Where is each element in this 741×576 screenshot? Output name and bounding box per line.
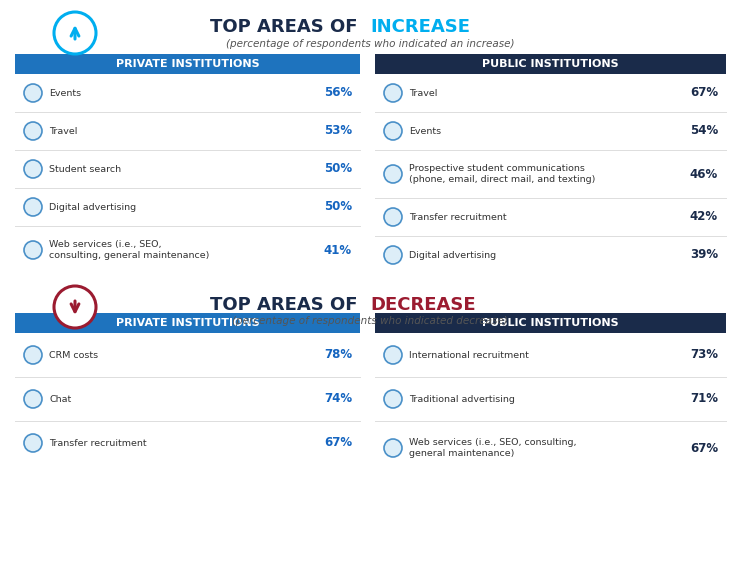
- Text: INCREASE: INCREASE: [370, 18, 470, 36]
- Bar: [375, 313, 726, 333]
- Circle shape: [24, 160, 42, 178]
- Text: Events: Events: [49, 89, 81, 97]
- Text: Prospective student communications
(phone, email, direct mail, and texting): Prospective student communications (phon…: [409, 164, 595, 184]
- Text: (percentage of respondents who indicated an increase): (percentage of respondents who indicated…: [226, 39, 514, 49]
- Text: Travel: Travel: [409, 89, 437, 97]
- Text: Student search: Student search: [49, 165, 121, 173]
- Bar: [15, 54, 360, 74]
- Circle shape: [384, 122, 402, 140]
- Text: Digital advertising: Digital advertising: [49, 203, 136, 211]
- Circle shape: [384, 84, 402, 102]
- Text: Digital advertising: Digital advertising: [409, 251, 496, 260]
- Text: TOP AREAS OF: TOP AREAS OF: [210, 296, 370, 314]
- Text: 50%: 50%: [324, 200, 352, 214]
- Text: DECREASE: DECREASE: [370, 296, 476, 314]
- Text: Chat: Chat: [49, 395, 71, 404]
- Text: 53%: 53%: [324, 124, 352, 138]
- Text: 50%: 50%: [324, 162, 352, 176]
- Circle shape: [24, 241, 42, 259]
- Circle shape: [24, 390, 42, 408]
- Text: Web services (i.e., SEO,
consulting, general maintenance): Web services (i.e., SEO, consulting, gen…: [49, 240, 210, 260]
- Circle shape: [54, 286, 96, 328]
- Bar: [15, 313, 360, 333]
- Text: 74%: 74%: [324, 392, 352, 406]
- Text: CRM costs: CRM costs: [49, 351, 98, 359]
- Text: Traditional advertising: Traditional advertising: [409, 395, 515, 404]
- Circle shape: [24, 84, 42, 102]
- Text: 67%: 67%: [690, 86, 718, 100]
- Text: 46%: 46%: [690, 168, 718, 180]
- Circle shape: [24, 434, 42, 452]
- Circle shape: [384, 439, 402, 457]
- Text: 42%: 42%: [690, 210, 718, 223]
- Circle shape: [24, 122, 42, 140]
- Text: 41%: 41%: [324, 244, 352, 256]
- Bar: [375, 54, 726, 74]
- Text: PUBLIC INSTITUTIONS: PUBLIC INSTITUTIONS: [482, 59, 619, 69]
- Text: Web services (i.e., SEO, consulting,
general maintenance): Web services (i.e., SEO, consulting, gen…: [409, 438, 576, 458]
- Text: Transfer recruitment: Transfer recruitment: [409, 213, 507, 222]
- Circle shape: [384, 165, 402, 183]
- Text: 56%: 56%: [324, 86, 352, 100]
- Text: Events: Events: [409, 127, 441, 135]
- Text: (percentage of respondents who indicated decrease): (percentage of respondents who indicated…: [232, 316, 508, 326]
- Text: Travel: Travel: [49, 127, 77, 135]
- Circle shape: [384, 390, 402, 408]
- Text: International recruitment: International recruitment: [409, 351, 529, 359]
- Text: 78%: 78%: [324, 348, 352, 362]
- Circle shape: [24, 346, 42, 364]
- Text: 73%: 73%: [690, 348, 718, 362]
- Text: PRIVATE INSTITUTIONS: PRIVATE INSTITUTIONS: [116, 318, 259, 328]
- Text: PRIVATE INSTITUTIONS: PRIVATE INSTITUTIONS: [116, 59, 259, 69]
- Circle shape: [384, 208, 402, 226]
- Circle shape: [384, 346, 402, 364]
- Text: 54%: 54%: [690, 124, 718, 138]
- Circle shape: [54, 12, 96, 54]
- Text: 67%: 67%: [690, 441, 718, 454]
- Text: TOP AREAS OF: TOP AREAS OF: [210, 18, 370, 36]
- Circle shape: [384, 246, 402, 264]
- Text: 67%: 67%: [324, 437, 352, 449]
- Text: PUBLIC INSTITUTIONS: PUBLIC INSTITUTIONS: [482, 318, 619, 328]
- Text: Transfer recruitment: Transfer recruitment: [49, 438, 147, 448]
- Circle shape: [24, 198, 42, 216]
- Text: 71%: 71%: [690, 392, 718, 406]
- Text: 39%: 39%: [690, 248, 718, 262]
